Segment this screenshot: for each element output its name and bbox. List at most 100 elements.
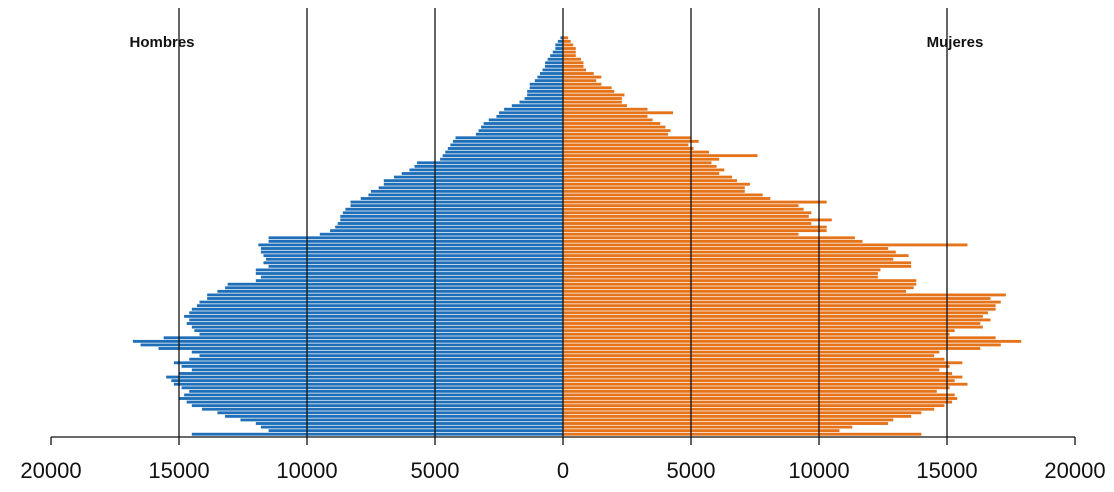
bar-mujeres-53 xyxy=(563,243,968,247)
bar-mujeres-42 xyxy=(563,282,917,286)
bar-hombres-36 xyxy=(196,304,564,308)
bar-hombres-81 xyxy=(450,143,563,147)
bar-mujeres-96 xyxy=(563,89,615,93)
x-tick-label-5: 5000 xyxy=(667,458,716,483)
bar-hombres-4 xyxy=(240,418,563,422)
bar-mujeres-5 xyxy=(563,414,912,418)
bar-mujeres-76 xyxy=(563,161,712,165)
bar-hombres-77 xyxy=(440,157,563,161)
bar-mujeres-48 xyxy=(563,261,912,265)
bar-mujeres-39 xyxy=(563,293,1006,297)
bar-hombres-16 xyxy=(166,375,563,379)
bar-hombres-91 xyxy=(504,107,563,111)
bar-mujeres-44 xyxy=(563,275,878,279)
bar-hombres-1 xyxy=(268,429,563,433)
bar-mujeres-10 xyxy=(563,397,958,400)
bar-hombres-43 xyxy=(255,279,564,283)
bar-hombres-37 xyxy=(199,300,564,304)
bar-hombres-8 xyxy=(191,404,564,408)
bar-mujeres-24 xyxy=(563,347,981,350)
bar-mujeres-8 xyxy=(563,404,945,408)
bar-mujeres-102 xyxy=(563,68,587,72)
bar-mujeres-6 xyxy=(563,411,922,415)
bar-mujeres-0 xyxy=(563,432,922,436)
label-hombres: Hombres xyxy=(129,34,194,51)
bar-hombres-27 xyxy=(163,336,563,340)
bar-hombres-39 xyxy=(207,293,563,297)
bar-hombres-103 xyxy=(545,64,563,68)
bar-hombres-84 xyxy=(475,132,563,136)
bar-mujeres-60 xyxy=(563,218,832,222)
bar-mujeres-86 xyxy=(563,125,666,129)
bar-hombres-62 xyxy=(342,211,563,215)
bar-hombres-95 xyxy=(527,93,563,97)
bar-hombres-23 xyxy=(191,350,564,354)
bar-hombres-26 xyxy=(132,339,564,343)
bar-mujeres-32 xyxy=(563,318,991,322)
bar-mujeres-19 xyxy=(563,364,950,368)
bar-hombres-45 xyxy=(255,272,564,275)
bar-hombres-13 xyxy=(181,386,563,390)
bar-mujeres-59 xyxy=(563,222,812,225)
bar-hombres-105 xyxy=(547,57,563,61)
bar-hombres-17 xyxy=(179,372,563,375)
bar-hombres-20 xyxy=(173,361,563,365)
bar-hombres-61 xyxy=(340,214,563,218)
bar-mujeres-109 xyxy=(563,43,574,47)
bar-hombres-19 xyxy=(181,364,563,368)
bar-mujeres-38 xyxy=(563,297,991,300)
bar-mujeres-65 xyxy=(563,200,827,204)
bar-mujeres-87 xyxy=(563,122,661,125)
bar-mujeres-98 xyxy=(563,82,602,86)
bar-mujeres-81 xyxy=(563,143,689,147)
bar-mujeres-28 xyxy=(563,332,950,336)
bar-hombres-34 xyxy=(189,311,564,315)
bar-mujeres-30 xyxy=(563,325,983,329)
bar-hombres-89 xyxy=(496,114,563,118)
x-tick-label-7: 15000 xyxy=(916,458,977,483)
bar-mujeres-16 xyxy=(563,375,963,379)
bar-hombres-97 xyxy=(529,86,563,90)
x-axis: 20000 15000 10000 5000 0 5000 10000 15000 20000 xyxy=(20,436,1106,483)
bar-hombres-96 xyxy=(527,89,563,93)
bar-mujeres-106 xyxy=(563,54,576,58)
bar-hombres-109 xyxy=(555,43,563,47)
bar-hombres-42 xyxy=(227,282,563,286)
bar-mujeres-80 xyxy=(563,147,694,150)
bar-mujeres-34 xyxy=(563,311,988,315)
bar-hombres-44 xyxy=(260,275,563,279)
bar-mujeres-9 xyxy=(563,400,953,404)
bar-hombres-94 xyxy=(524,97,563,100)
x-tick-label-1: 15000 xyxy=(148,458,209,483)
bar-mujeres-51 xyxy=(563,250,896,254)
bar-mujeres-45 xyxy=(563,272,878,275)
bar-hombres-7 xyxy=(202,407,564,411)
bar-hombres-41 xyxy=(225,286,563,290)
bar-hombres-87 xyxy=(483,122,563,125)
bar-mujeres-11 xyxy=(563,393,955,397)
bar-mujeres-66 xyxy=(563,197,771,200)
bar-hombres-58 xyxy=(335,225,563,229)
bar-mujeres-31 xyxy=(563,322,981,325)
bar-hombres-88 xyxy=(488,118,563,122)
bar-hombres-52 xyxy=(260,247,563,250)
bar-hombres-75 xyxy=(414,164,563,168)
bar-mujeres-36 xyxy=(563,304,996,308)
bar-mujeres-92 xyxy=(563,104,627,108)
bar-hombres-59 xyxy=(337,222,563,225)
bar-hombres-78 xyxy=(442,154,563,158)
bar-hombres-6 xyxy=(217,411,563,415)
bar-mujeres-57 xyxy=(563,229,827,233)
bar-mujeres-97 xyxy=(563,86,612,90)
label-mujeres: Mujeres xyxy=(927,34,984,51)
bar-hombres-51 xyxy=(260,250,563,254)
x-tick-label-0: 20000 xyxy=(20,458,81,483)
bar-hombres-35 xyxy=(191,307,564,311)
bar-mujeres-73 xyxy=(563,172,720,175)
bar-mujeres-75 xyxy=(563,164,717,168)
bar-hombres-28 xyxy=(199,332,564,336)
bar-hombres-63 xyxy=(345,207,563,211)
bar-mujeres-22 xyxy=(563,354,935,358)
bar-mujeres-27 xyxy=(563,336,996,340)
bar-hombres-60 xyxy=(340,218,563,222)
